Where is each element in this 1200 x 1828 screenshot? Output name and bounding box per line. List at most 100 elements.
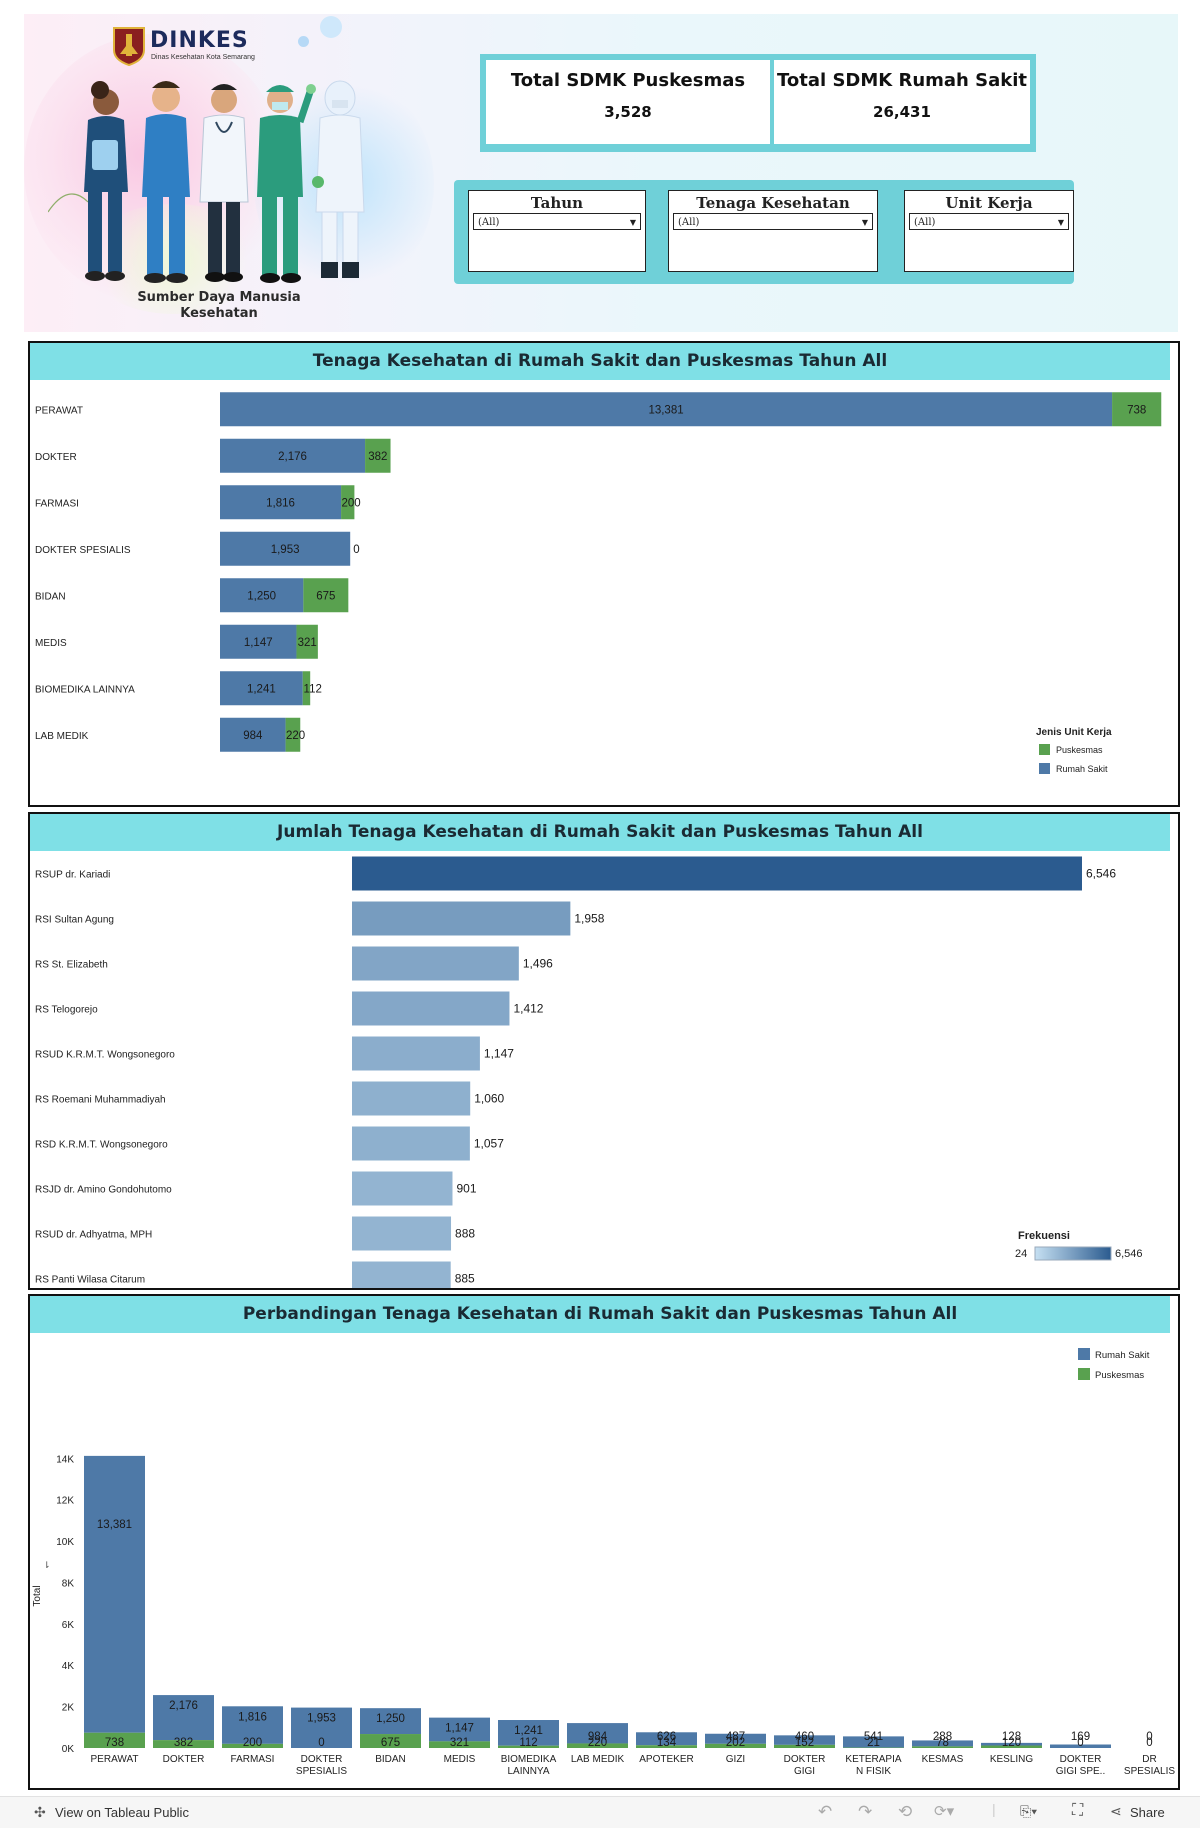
x-category-label: SPESIALIS bbox=[1124, 1766, 1175, 1777]
data-label-puskesmas: 220 bbox=[286, 730, 305, 742]
legend-label: Puskesmas bbox=[1095, 1370, 1144, 1381]
tahun-dropdown[interactable]: (All) ▼ bbox=[473, 213, 641, 230]
bar-hospital bbox=[352, 1217, 451, 1251]
logo-subtitle: Dinas Kesehatan Kota Semarang bbox=[151, 54, 255, 61]
color-legend-title: Frekuensi bbox=[1018, 1230, 1070, 1242]
data-label-puskesmas: 675 bbox=[381, 1737, 400, 1749]
chart-panel-profession-stacked: Tenaga Kesehatan di Rumah Sakit dan Pusk… bbox=[28, 341, 1180, 807]
x-category-label: DOKTER bbox=[163, 1754, 205, 1765]
data-label-rumah-sakit: 1,816 bbox=[238, 1711, 267, 1723]
bar-hospital bbox=[352, 947, 519, 981]
hospital-label: RSJD dr. Amino Gondohutomo bbox=[35, 1185, 172, 1196]
data-label-puskesmas: 675 bbox=[316, 590, 335, 602]
filter-title: Unit Kerja bbox=[905, 194, 1073, 212]
y-tick-label: 14K bbox=[56, 1454, 74, 1465]
x-category-label: DOKTER bbox=[301, 1754, 343, 1765]
dropdown-value: (All) bbox=[478, 217, 499, 228]
bar-hospital bbox=[352, 1262, 451, 1289]
x-category-label: FARMASI bbox=[231, 1754, 275, 1765]
data-label-puskesmas: 134 bbox=[657, 1737, 677, 1749]
data-label-rumah-sakit: 1,147 bbox=[445, 1723, 474, 1735]
data-label-rumah-sakit: 1,241 bbox=[514, 1725, 543, 1737]
data-label: 901 bbox=[456, 1182, 476, 1196]
data-label-puskesmas: 321 bbox=[450, 1737, 469, 1749]
filter-panel: Tahun (All) ▼ Tenaga Kesehatan (All) ▼ U… bbox=[454, 180, 1074, 284]
header-bubble bbox=[320, 16, 342, 38]
redo-icon[interactable]: ↷ bbox=[858, 1802, 872, 1822]
y-tick-label: 10K bbox=[56, 1537, 74, 1548]
undo-icon[interactable]: ↶ bbox=[818, 1802, 832, 1822]
header-caption-line1: Sumber Daya Manusia bbox=[114, 290, 324, 306]
data-label: 6,546 bbox=[1086, 867, 1116, 881]
hospital-label: RSD K.R.M.T. Wongsonegoro bbox=[35, 1140, 168, 1151]
category-label: BIOMEDIKA LAINNYA bbox=[35, 684, 135, 695]
filter-tenaga-kesehatan: Tenaga Kesehatan (All) ▼ bbox=[668, 190, 878, 272]
dropdown-arrow-icon: ▼ bbox=[630, 214, 636, 231]
data-label-rumah-sakit: 984 bbox=[243, 730, 263, 742]
fullscreen-icon[interactable]: ⛶ bbox=[1072, 1802, 1083, 1820]
x-category-label: GIGI bbox=[794, 1766, 815, 1777]
data-label-puskesmas: 21 bbox=[867, 1737, 880, 1749]
data-label-puskesmas: 200 bbox=[341, 497, 360, 509]
color-legend-max: 6,546 bbox=[1115, 1248, 1143, 1260]
share-icon[interactable]: ⋖ bbox=[1110, 1803, 1122, 1820]
legend-swatch-puskesmas bbox=[1039, 744, 1050, 755]
tableau-footer: ✣ View on Tableau Public ↶ ↷ ⟲ ⟳▾ | ⎘▾ ⛶… bbox=[0, 1796, 1200, 1828]
data-label-puskesmas: 112 bbox=[519, 1737, 537, 1749]
tenaga-kesehatan-dropdown[interactable]: (All) ▼ bbox=[673, 213, 873, 230]
data-label-puskesmas: 0 bbox=[1146, 1737, 1152, 1749]
kpi-value: 26,431 bbox=[774, 103, 1030, 121]
share-button[interactable]: Share bbox=[1130, 1805, 1165, 1820]
y-tick-label: 2K bbox=[62, 1703, 75, 1714]
x-category-label: DOKTER bbox=[1060, 1754, 1102, 1765]
legend-swatch-puskesmas bbox=[1078, 1368, 1090, 1380]
data-label: 885 bbox=[455, 1272, 475, 1286]
bar-hospital bbox=[352, 1082, 470, 1116]
x-category-label: BIOMEDIKA bbox=[501, 1754, 557, 1765]
category-label: MEDIS bbox=[35, 638, 67, 649]
revert-icon[interactable]: ⟲ bbox=[898, 1802, 912, 1822]
toolbar-divider: | bbox=[992, 1801, 996, 1817]
bar-hospital bbox=[352, 857, 1082, 891]
data-label-rumah-sakit: 2,176 bbox=[278, 451, 307, 463]
data-label-rumah-sakit: 1,953 bbox=[271, 544, 300, 556]
y-tick-label: 0K bbox=[62, 1744, 75, 1755]
x-category-label: N FISIK bbox=[856, 1766, 891, 1777]
data-label: 1,958 bbox=[574, 912, 604, 926]
bar-hospital bbox=[352, 1172, 452, 1206]
data-label-rumah-sakit: 13,381 bbox=[97, 1519, 132, 1531]
data-label: 1,147 bbox=[484, 1047, 514, 1061]
unit-kerja-dropdown[interactable]: (All) ▼ bbox=[909, 213, 1069, 230]
dropdown-value: (All) bbox=[914, 217, 935, 228]
y-tick-label: 8K bbox=[62, 1578, 75, 1589]
bar-rumah-sakit bbox=[84, 1456, 145, 1733]
x-category-label: LAB MEDIK bbox=[571, 1754, 625, 1765]
filter-title: Tenaga Kesehatan bbox=[669, 194, 877, 212]
data-label-puskesmas: 220 bbox=[588, 1737, 607, 1749]
y-tick-label: 4K bbox=[62, 1661, 75, 1672]
kpi-title: Total SDMK Rumah Sakit bbox=[774, 70, 1030, 91]
data-label-rumah-sakit: 1,241 bbox=[247, 683, 276, 695]
data-label-puskesmas: 78 bbox=[936, 1737, 949, 1749]
legend-label: Puskesmas bbox=[1056, 745, 1103, 755]
filter-tahun: Tahun (All) ▼ bbox=[468, 190, 646, 272]
data-label-rumah-sakit: 1,953 bbox=[307, 1713, 336, 1725]
data-label-puskesmas: 152 bbox=[795, 1737, 814, 1749]
sort-icon: ⇂ bbox=[43, 1560, 51, 1570]
bar-hospital bbox=[352, 1037, 480, 1071]
tableau-logo-icon: ✣ bbox=[34, 1804, 46, 1821]
dropdown-arrow-icon: ▼ bbox=[1058, 214, 1064, 231]
kpi-frame: Total SDMK Puskesmas 3,528 Total SDMK Ru… bbox=[480, 54, 1036, 152]
refresh-icon[interactable]: ⟳▾ bbox=[934, 1802, 954, 1820]
hospital-label: RSUP dr. Kariadi bbox=[35, 870, 110, 881]
data-label-puskesmas: 0 bbox=[318, 1737, 324, 1749]
data-label: 1,057 bbox=[474, 1137, 504, 1151]
x-category-label: LAINNYA bbox=[507, 1766, 549, 1777]
view-on-tableau-link[interactable]: View on Tableau Public bbox=[55, 1805, 189, 1820]
download-icon[interactable]: ⎘▾ bbox=[1020, 1803, 1037, 1820]
x-category-label: DOKTER bbox=[784, 1754, 826, 1765]
data-label-puskesmas: 382 bbox=[174, 1737, 193, 1749]
y-tick-label: 6K bbox=[62, 1620, 75, 1631]
x-category-label: SPESIALIS bbox=[296, 1766, 347, 1777]
